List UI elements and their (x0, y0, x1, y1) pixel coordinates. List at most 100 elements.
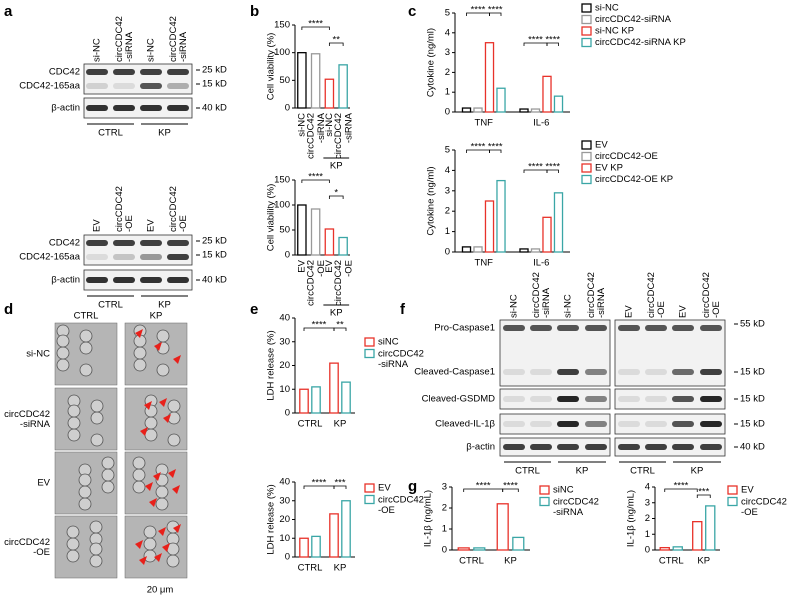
cell (156, 363, 170, 377)
blot-band (113, 254, 135, 260)
y-tick-label: 50 (279, 75, 290, 86)
legend-label: circCDC42-siRNA (595, 14, 672, 25)
cell (78, 497, 92, 511)
significance-label: *** (334, 478, 345, 489)
blot-band (557, 396, 579, 402)
lane-label: circCDC42-OE (645, 272, 666, 318)
lane-label: EV (678, 305, 689, 318)
blot-band (585, 369, 607, 375)
cell (101, 456, 115, 470)
y-tick-label: 150 (274, 175, 290, 186)
blot-band (557, 444, 579, 450)
y-tick-label: 0 (285, 408, 290, 419)
legend-label: circCDC42-siRNA (553, 496, 599, 517)
x-tick-label: circCDC42-OE (305, 260, 326, 306)
blot-band (167, 240, 189, 246)
y-axis-label: IL-1β (ng/mL) (626, 490, 637, 547)
blot-band (140, 105, 162, 111)
cell (66, 549, 80, 563)
y-tick-label: 1 (445, 226, 450, 237)
pyroptosis-arrow (159, 398, 167, 407)
blot-band (672, 369, 694, 375)
blot-band (167, 105, 189, 111)
legend-swatch (581, 37, 592, 48)
legend-label: siNC (553, 485, 574, 496)
group-label: KP (158, 128, 171, 139)
significance-label: **** (312, 478, 327, 489)
panel-letter: a (4, 3, 13, 20)
cell (144, 416, 158, 430)
blot-band (700, 325, 722, 331)
cell (167, 433, 181, 447)
marker-label: 40 kD (202, 275, 227, 286)
blot-band (86, 254, 108, 260)
legend-swatch (364, 348, 375, 359)
legend-label: si-NC (595, 3, 619, 14)
blot-band (530, 369, 552, 375)
legend-swatch (364, 494, 375, 505)
legend-label: circCDC42-siRNA (378, 348, 424, 369)
blot-band (113, 69, 135, 75)
blot-band (167, 277, 189, 283)
cell (78, 473, 92, 487)
bar (496, 503, 509, 551)
bar (311, 386, 321, 414)
y-tick-label: 0 (645, 545, 650, 556)
lane-label: EV (92, 219, 103, 232)
blot-band (167, 254, 189, 260)
significance-bracket (333, 327, 347, 331)
y-tick-label: 20 (279, 360, 290, 371)
x-tick-label: EV (296, 259, 307, 272)
significance-label: **** (488, 5, 503, 16)
cell (132, 480, 146, 494)
significance-bracket (489, 12, 502, 16)
significance-label: **** (308, 172, 323, 183)
row-label: circCDC42 -OE (4, 536, 50, 557)
legend-swatch (581, 163, 592, 173)
significance-label: **** (476, 481, 491, 492)
marker-label: 40 kD (202, 103, 227, 114)
lane-label: circCDC42-siRNA (530, 272, 551, 318)
legend-label: EV (378, 483, 391, 494)
lane-label: circCDC42-OE (113, 186, 134, 232)
y-tick-label: 30 (279, 495, 290, 506)
significance-bracket (696, 494, 711, 498)
group-label: KP (691, 466, 704, 477)
legend-label: EV (741, 485, 754, 496)
blot-band (113, 240, 135, 246)
bar (329, 513, 339, 558)
bar (299, 388, 309, 414)
cell (89, 520, 103, 534)
blot-band (557, 421, 579, 427)
column-label: CTRL (74, 311, 99, 322)
marker-label: 15 kD (740, 419, 765, 430)
lane-label: si-NC (92, 38, 103, 62)
blot-band (700, 369, 722, 375)
bar (672, 546, 683, 551)
blot-band (503, 444, 525, 450)
cell (90, 433, 104, 447)
blot-band (530, 444, 552, 450)
y-tick-label: 2 (445, 67, 450, 78)
y-tick-label: 3 (645, 497, 650, 508)
blot-band (140, 83, 162, 89)
bar (496, 179, 506, 253)
y-axis-label: LDH release (%) (266, 330, 277, 400)
cell (66, 537, 80, 551)
x-tick-label: KP (504, 556, 517, 567)
bar (659, 546, 670, 551)
bar (484, 200, 495, 253)
blot-band (503, 421, 525, 427)
y-tick-label: 1 (445, 87, 450, 98)
blot-band (140, 277, 162, 283)
blot-band (585, 444, 607, 450)
cell (167, 399, 181, 413)
y-tick-label: 0 (285, 250, 290, 261)
legend-swatch (364, 483, 375, 493)
cell (89, 554, 103, 568)
cell (101, 480, 115, 494)
legend-swatch (539, 485, 550, 495)
pyroptosis-arrow (173, 355, 181, 364)
bar (542, 216, 552, 253)
cell (90, 399, 104, 413)
